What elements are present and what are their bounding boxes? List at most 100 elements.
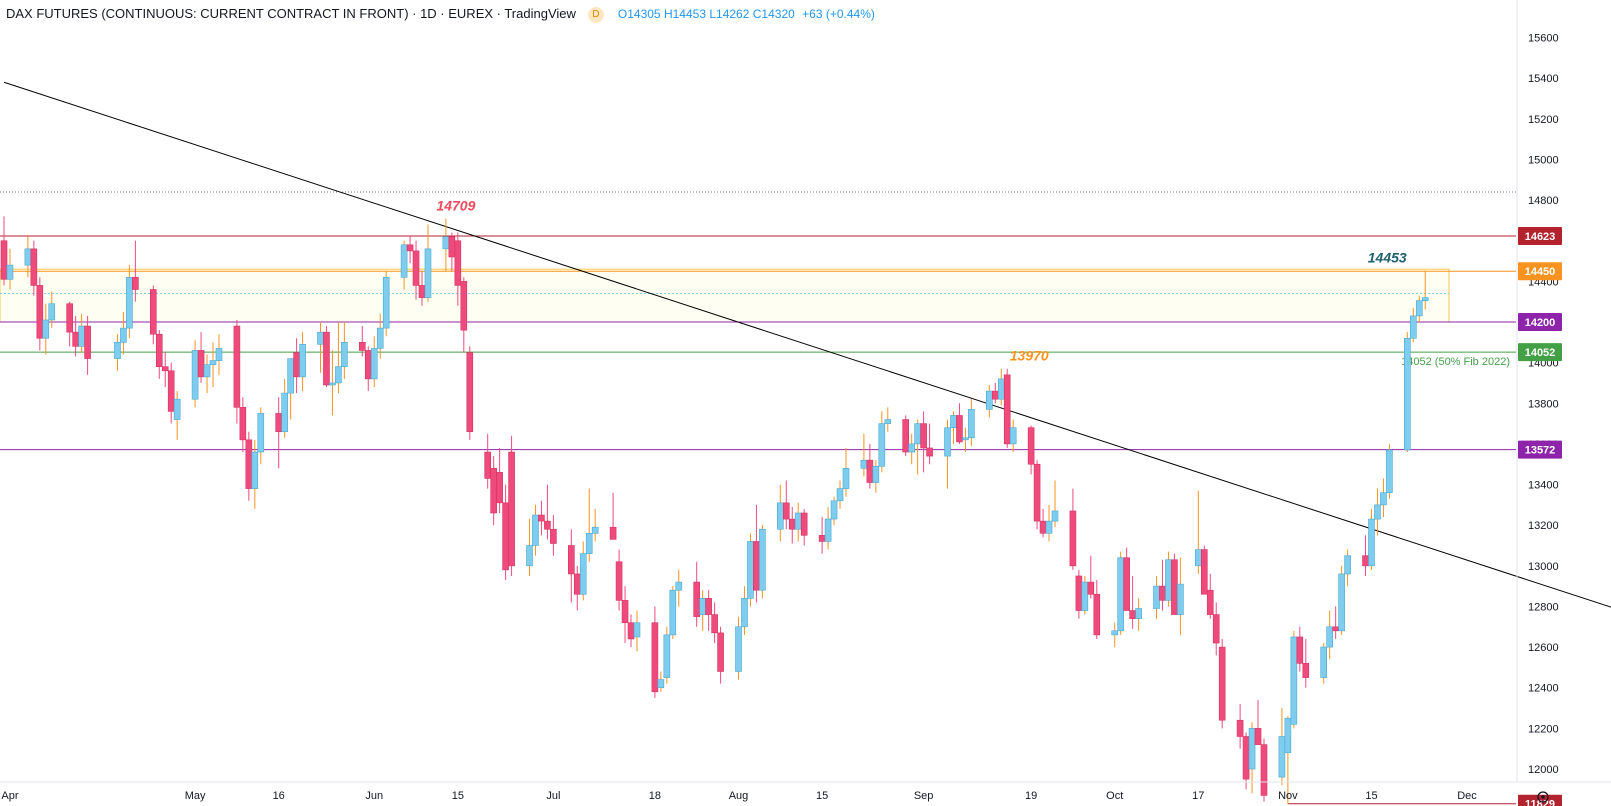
candle-body	[72, 331, 79, 347]
annotation-label: 14453	[1368, 250, 1407, 266]
candle-body	[1081, 581, 1089, 611]
candle-body	[968, 409, 975, 439]
candle-body	[986, 390, 993, 410]
candle-body	[48, 303, 56, 321]
candle-body	[490, 467, 497, 514]
candle-body	[78, 325, 85, 347]
candle-body	[1206, 589, 1214, 615]
candle-body	[496, 472, 503, 504]
x-tick-label: Jun	[365, 790, 383, 802]
candle-body	[621, 600, 629, 624]
candle-body	[1129, 610, 1136, 619]
candle-body	[914, 423, 921, 445]
x-tick-label: 15	[816, 790, 828, 802]
high-label: H	[663, 7, 673, 21]
candle-body	[358, 342, 366, 351]
candle-body	[466, 352, 474, 433]
y-tick-label: 12400	[1528, 683, 1559, 695]
close-value: 14320	[761, 7, 795, 21]
levels-layer: 14052 (50% Fib 2022)	[0, 191, 1516, 805]
candle-body	[203, 364, 211, 378]
candle-body	[609, 526, 617, 540]
candle-body	[699, 598, 706, 615]
candle-body	[502, 502, 509, 571]
candle-body	[956, 415, 963, 443]
candle-body	[1368, 518, 1375, 567]
candle-body	[878, 423, 886, 467]
open-label: O	[617, 7, 628, 21]
price-tag-14623	[1518, 227, 1562, 246]
price-tag-14200	[1518, 313, 1562, 331]
candle-body	[0, 240, 8, 280]
candle-body	[950, 415, 957, 428]
y-tick-label: 13000	[1528, 561, 1559, 573]
candle-body	[794, 512, 802, 530]
candle-body	[735, 626, 742, 672]
candle-body	[1248, 728, 1256, 770]
candle-body	[24, 248, 32, 266]
open-value: 14305	[627, 7, 661, 21]
candle-body	[215, 348, 223, 361]
candle-body	[615, 561, 623, 601]
candle-body	[1296, 636, 1304, 664]
candle-body	[1039, 520, 1047, 534]
candle-body	[442, 236, 450, 250]
candle-body	[364, 350, 372, 380]
candle-body	[257, 413, 265, 453]
candle-body	[818, 535, 826, 542]
candle-body	[1087, 581, 1095, 595]
candle-body	[920, 423, 927, 449]
candle-body	[287, 358, 294, 394]
candle-body	[239, 407, 247, 441]
price-tag-14052	[1518, 343, 1562, 362]
symbol-title[interactable]: DAX FUTURES (CONTINUOUS: CURRENT CONTRAC…	[6, 6, 576, 21]
x-tick-label: Nov	[1278, 790, 1298, 802]
candle-body	[1386, 449, 1393, 493]
price-tag-text: 14200	[1525, 317, 1556, 329]
y-axis[interactable]: 12000 12200 12400 12600 12800 13000 13200 13400…	[1516, 0, 1559, 782]
candle-body	[454, 240, 462, 286]
candle-body	[1153, 585, 1160, 609]
candle-body	[705, 598, 712, 615]
candle-body	[633, 622, 641, 638]
x-tick-label: Jul	[546, 790, 560, 802]
candle-body	[741, 598, 748, 628]
delay-badge[interactable]: D	[587, 7, 604, 23]
candle-body	[591, 526, 599, 534]
candle-body	[1123, 557, 1130, 611]
x-axis[interactable]: Apr May 16 Jun 15 Jul 18 Aug 15 Sep 19 Oct 17 Nov 15 De…	[0, 781, 1611, 802]
x-tick-label: 15	[1365, 790, 1377, 802]
candle-body	[1236, 719, 1244, 737]
candle-body	[173, 398, 181, 420]
candle-body	[1051, 510, 1059, 522]
settings-gear-icon[interactable]	[1537, 791, 1549, 803]
candle-body	[418, 285, 426, 298]
candle-body	[759, 528, 766, 591]
candle-body	[962, 437, 969, 441]
candle-body	[532, 514, 539, 546]
price-tags-layer: 14623 14450 14200 14052 13572 11829	[1518, 227, 1562, 806]
candle-body	[711, 614, 718, 634]
candle-body	[1254, 728, 1262, 745]
candle-body	[944, 427, 951, 457]
candle-body	[323, 331, 330, 386]
x-tick-label: Apr	[1, 790, 18, 802]
candle-body	[1033, 463, 1041, 522]
annotation-label: 14709	[436, 198, 475, 214]
candle-body	[1093, 593, 1101, 636]
candle-body	[1075, 575, 1083, 611]
candle-body	[460, 281, 468, 331]
candle-body	[836, 488, 844, 502]
candle-body	[1159, 585, 1166, 601]
candle-body	[526, 545, 533, 567]
close-label: C	[752, 7, 762, 21]
ohlc-readout: O14305 H14453 L14262 C14320 +63 (+0.44%)	[618, 7, 875, 21]
y-tick-label: 13800	[1528, 398, 1559, 410]
candle-body	[669, 589, 677, 636]
y-tick-label: 13200	[1528, 520, 1559, 532]
candle-body	[448, 236, 456, 258]
candle-body	[1117, 557, 1124, 632]
price-tag-text: 13572	[1525, 445, 1556, 457]
candle-body	[30, 248, 38, 286]
